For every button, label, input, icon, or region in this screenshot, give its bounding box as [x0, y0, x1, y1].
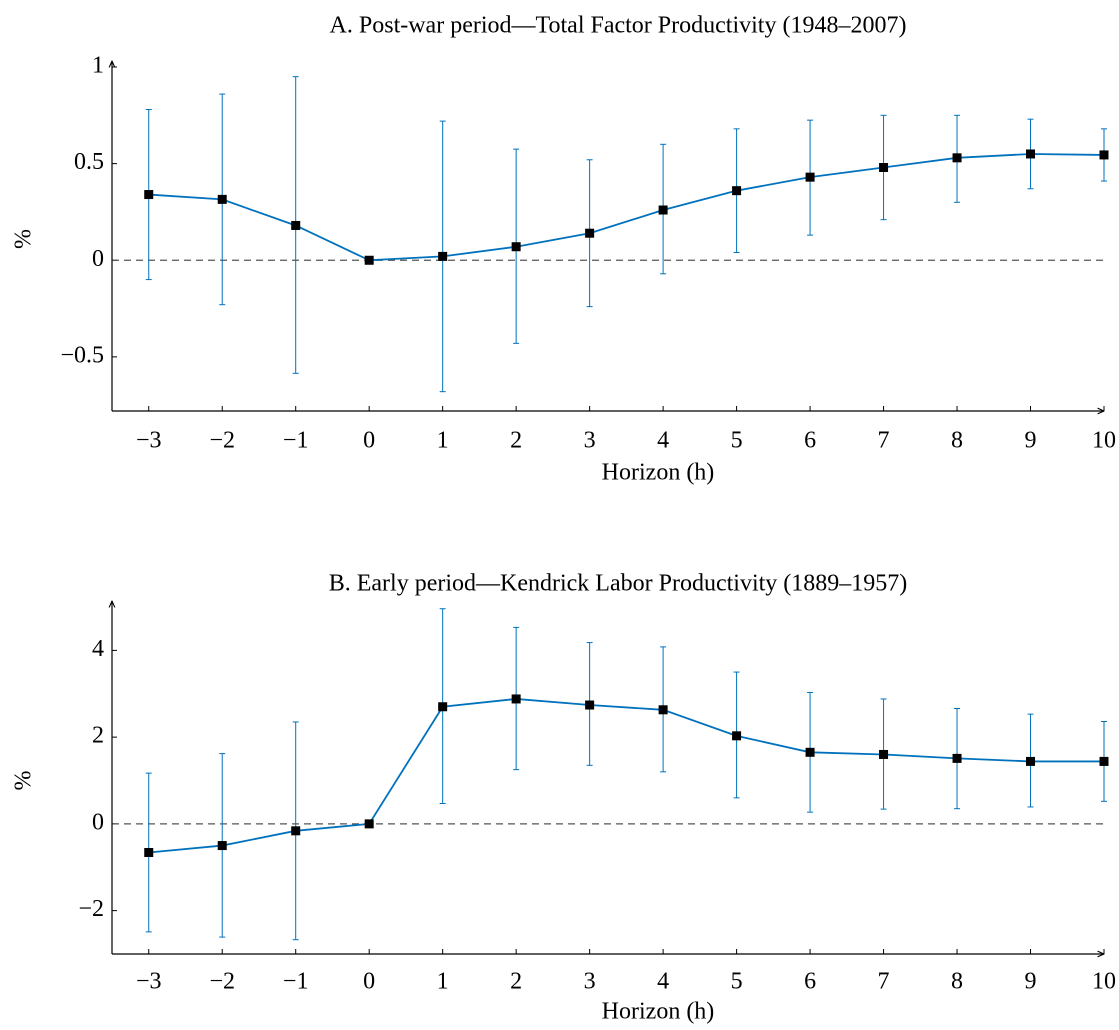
marker — [1026, 149, 1036, 159]
x-tick-label: 4 — [657, 969, 669, 995]
x-tick-label: 5 — [731, 969, 743, 995]
marker — [291, 220, 301, 230]
marker — [952, 753, 962, 763]
x-tick-label: −1 — [283, 428, 309, 454]
line — [148, 698, 1104, 854]
marker — [511, 242, 521, 252]
marker — [585, 228, 595, 238]
marker — [805, 747, 815, 757]
marker — [1026, 756, 1036, 766]
marker — [144, 190, 154, 200]
y-tick-label: −0.5 — [60, 342, 104, 368]
marker — [879, 162, 889, 172]
x-tick-label: 8 — [951, 428, 963, 454]
x-tick-label: 7 — [878, 428, 890, 454]
y-tick-label: 0 — [92, 809, 104, 835]
marker — [364, 255, 374, 265]
marker — [805, 172, 815, 182]
marker — [732, 731, 742, 741]
x-tick-label: 8 — [951, 969, 963, 995]
marker — [217, 194, 227, 204]
y-tick-label: 0 — [92, 246, 104, 272]
y-tick-label: 2 — [92, 723, 104, 749]
x-tick-label: 6 — [804, 428, 816, 454]
x-tick-label: 1 — [437, 969, 449, 995]
x-tick-label: −1 — [283, 969, 309, 995]
x-tick-label: 9 — [1025, 428, 1037, 454]
marker — [291, 826, 301, 836]
x-tick-label: 7 — [878, 969, 890, 995]
y-tick-label: 0.5 — [74, 149, 104, 175]
y-tick-label: 4 — [92, 636, 104, 662]
marker — [438, 251, 448, 261]
marker — [438, 702, 448, 712]
chart-title: A. Post-war period—Total Factor Producti… — [330, 13, 907, 39]
x-tick-label: −3 — [136, 428, 162, 454]
chart-title: B. Early period—Kendrick Labor Productiv… — [329, 571, 908, 597]
marker — [879, 749, 889, 759]
x-tick-label: 10 — [1092, 428, 1116, 454]
x-tick-label: 0 — [363, 428, 375, 454]
marker — [1099, 150, 1109, 160]
x-tick-label: −2 — [209, 969, 235, 995]
x-tick-label: 10 — [1092, 969, 1116, 995]
marker — [658, 705, 668, 715]
x-tick-label: 1 — [437, 428, 449, 454]
marker — [952, 153, 962, 163]
marker — [364, 819, 374, 829]
x-axis-label: Horizon (h) — [602, 999, 715, 1025]
marker — [511, 694, 521, 704]
x-tick-label: 4 — [657, 428, 669, 454]
x-tick-label: 2 — [510, 428, 522, 454]
x-tick-label: 5 — [731, 428, 743, 454]
x-tick-label: −3 — [136, 969, 162, 995]
y-axis-label: % — [11, 229, 37, 249]
x-tick-label: 9 — [1025, 969, 1037, 995]
x-tick-label: 2 — [510, 969, 522, 995]
x-tick-label: 0 — [363, 969, 375, 995]
marker — [1099, 756, 1109, 766]
y-tick-label: −2 — [78, 896, 104, 922]
y-axis-label: % — [11, 771, 37, 791]
line — [148, 153, 1105, 262]
x-tick-label: 6 — [804, 969, 816, 995]
x-axis-label: Horizon (h) — [602, 460, 715, 486]
marker — [658, 205, 668, 215]
x-tick-label: 3 — [584, 969, 596, 995]
marker — [144, 848, 154, 858]
y-tick-label: 1 — [92, 53, 104, 79]
marker — [732, 186, 742, 196]
x-tick-label: 3 — [584, 428, 596, 454]
x-tick-label: −2 — [209, 428, 235, 454]
marker — [217, 841, 227, 851]
marker — [585, 700, 595, 710]
